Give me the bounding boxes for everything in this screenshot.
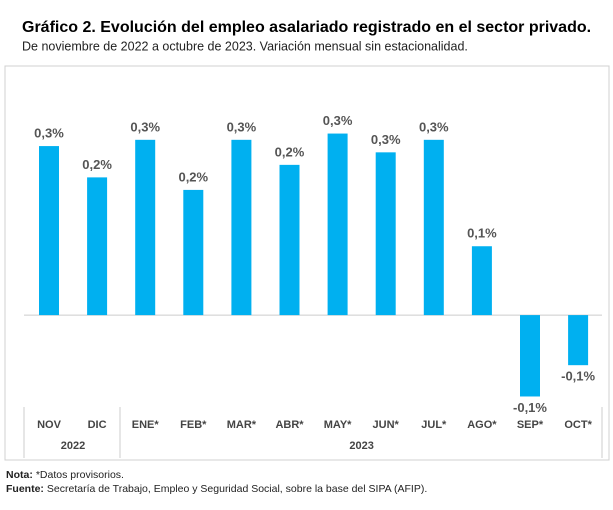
group-label: 2023 xyxy=(349,440,373,452)
x-tick-label: NOV xyxy=(37,419,62,431)
bar xyxy=(135,139,156,316)
bar xyxy=(87,177,108,316)
note-text: *Datos provisorios. xyxy=(36,469,124,481)
value-label: 0,3% xyxy=(323,113,353,128)
chart-title: Gráfico 2. Evolución del empleo asalaria… xyxy=(22,19,591,36)
chart-frame xyxy=(4,65,610,461)
x-tick-label: MAR* xyxy=(227,419,257,431)
bar xyxy=(375,152,396,316)
x-tick-label: OCT* xyxy=(564,419,592,431)
value-label: 0,2% xyxy=(82,157,112,172)
x-tick-label: SEP* xyxy=(517,419,544,431)
note-text: Secretaría de Trabajo, Empleo y Segurida… xyxy=(47,483,427,495)
bar xyxy=(327,133,348,316)
note: Nota: *Datos provisorios. xyxy=(6,469,124,481)
chart-subtitle: De noviembre de 2022 a octubre de 2023. … xyxy=(22,39,468,53)
note-label: Fuente: xyxy=(6,483,44,495)
value-label: 0,3% xyxy=(227,119,257,134)
group-label: 2022 xyxy=(61,440,85,452)
note: Fuente: Secretaría de Trabajo, Empleo y S… xyxy=(6,483,427,495)
x-tick-label: MAY* xyxy=(324,419,352,431)
x-tick-label: FEB* xyxy=(180,419,207,431)
value-label: -0,1% xyxy=(513,400,547,415)
x-tick-label: JUL* xyxy=(421,419,447,431)
value-label: 0,3% xyxy=(34,126,64,141)
value-label: 0,3% xyxy=(371,132,401,147)
bar xyxy=(39,146,59,316)
value-label: 0,2% xyxy=(178,169,208,184)
x-tick-label: AGO* xyxy=(467,419,497,431)
value-label: 0,3% xyxy=(419,119,449,134)
bar xyxy=(471,246,492,316)
bar xyxy=(231,139,252,316)
bar xyxy=(279,164,300,316)
bar xyxy=(423,139,444,316)
bar xyxy=(568,315,589,366)
x-tick-label: ABR* xyxy=(275,419,304,431)
value-label: 0,2% xyxy=(275,144,305,159)
x-tick-label: DIC xyxy=(88,419,107,431)
note-label: Nota: xyxy=(6,469,33,481)
value-label: 0,1% xyxy=(467,226,497,241)
x-tick-label: JUN* xyxy=(373,419,400,431)
bar xyxy=(520,315,540,397)
x-tick-label: ENE* xyxy=(132,419,160,431)
value-label: 0,3% xyxy=(130,119,160,134)
bar xyxy=(183,189,204,316)
value-label: -0,1% xyxy=(561,369,595,384)
